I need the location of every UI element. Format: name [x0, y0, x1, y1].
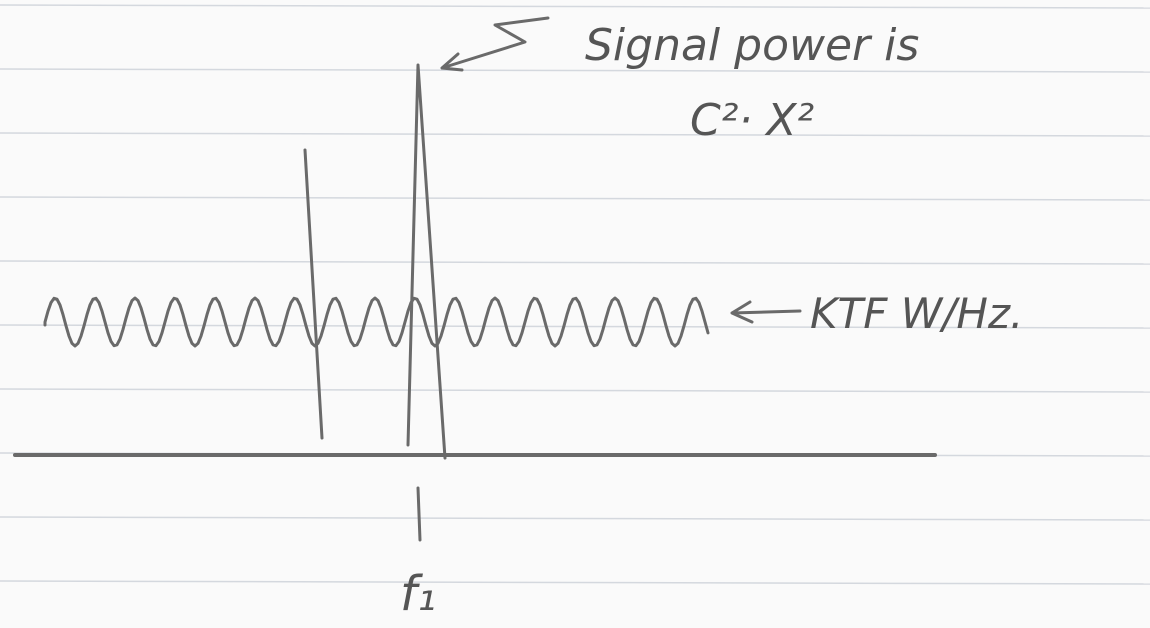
frequency-label: f₁ [400, 566, 436, 622]
ruled-line [0, 388, 1150, 393]
signal-arrow [440, 16, 550, 72]
noise-label: KTF W/Hz. [810, 289, 1023, 338]
signal-label: Signal power is [585, 20, 919, 71]
signal-formula: C²· X² [690, 95, 814, 146]
ruled-line [0, 196, 1150, 201]
ruled-line [0, 516, 1150, 521]
frequency-tick [416, 486, 422, 542]
signal-spike [406, 63, 447, 460]
ruled-line [0, 4, 1150, 9]
noise-arrow [730, 300, 802, 324]
noise-floor [43, 296, 710, 348]
ruled-line [0, 68, 1150, 73]
ruled-line [0, 132, 1150, 137]
ruled-line [0, 260, 1150, 265]
bandwidth-line [303, 148, 324, 440]
ruled-line [0, 580, 1150, 585]
ruled-line [0, 324, 1150, 329]
